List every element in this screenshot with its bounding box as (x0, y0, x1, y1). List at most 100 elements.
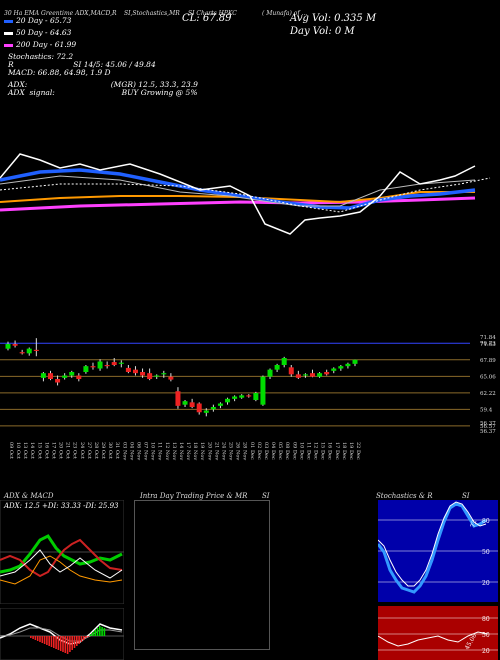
candle-body (161, 373, 167, 375)
ma-dotted-line (0, 177, 491, 213)
candle-body (111, 362, 117, 365)
candle-body (331, 368, 337, 371)
candle-body (97, 361, 103, 369)
date-axis-label: 23 Oct (72, 442, 78, 459)
macd-histogram-bar (101, 627, 103, 636)
candle-body (345, 363, 351, 367)
macd-histogram-bar (71, 636, 73, 650)
macd-histogram-bar (103, 628, 106, 636)
candle-body (62, 375, 68, 378)
date-axis: 09 Oct 10 Oct 13 Oct 14 Oct 15 Oct 16 Oct 17 O… (8, 442, 361, 460)
intraday-panel-si: SI (262, 492, 270, 500)
macd-histogram-bar (82, 636, 85, 640)
candle-body (217, 403, 223, 406)
date-axis-label: 30 Oct (107, 442, 113, 459)
date-axis-label: 19 Nov (199, 442, 205, 460)
macd-histogram-bar (48, 636, 50, 646)
macd-histogram-bar (36, 636, 39, 641)
date-axis-label: 08 Dec (284, 442, 290, 460)
stoch-panel-title: Stochastics & R (376, 492, 433, 500)
date-axis-label: 10 Dec (298, 442, 304, 460)
price-axis-label: 56.57 (480, 424, 496, 430)
rsi-readout: R SI 14/5: 45.06 / 49.84 (8, 60, 156, 69)
rsi-axis-80: 80 (482, 616, 490, 623)
adx-readout: ADX: (MGR) 12.5, 33.3, 23.9 (8, 80, 198, 89)
macd-histogram-bar (34, 636, 37, 640)
macd-histogram-bar (96, 628, 99, 636)
intraday-panel-title: Intra Day Trading Price & MR (140, 492, 248, 500)
candle-body (132, 369, 138, 374)
candle-body (26, 348, 32, 354)
macd-histogram-bar (32, 636, 34, 639)
legend-20-swatch (4, 19, 13, 23)
macd-histogram-bar (41, 636, 44, 643)
candle-body (225, 398, 231, 403)
date-axis-label: 16 Oct (43, 442, 49, 459)
candle-body (196, 403, 202, 413)
macd-histogram-bar (57, 636, 60, 650)
candle-body (182, 401, 188, 405)
legend-20-label: 20 Day - 65.73 (16, 16, 72, 25)
macd-histogram-bar (85, 636, 87, 638)
legend-20-day: 20 Day - 65.73 (4, 16, 71, 25)
rsi-axis-20: 20 (482, 648, 490, 655)
date-axis-label: 01 Dec (249, 442, 255, 460)
date-axis-label: 17 Dec (334, 442, 340, 460)
adx-signal-readout: ADX signal: BUY Growing @ 5% (8, 88, 198, 97)
candle-body (47, 373, 53, 379)
ma-short-line (0, 175, 476, 207)
legend-50-swatch (4, 31, 13, 35)
macd-histogram-bar (46, 636, 48, 645)
candle-body (104, 365, 110, 367)
candle-body (317, 373, 323, 377)
adx-values-text: ADX: 12.5 +DI: 33.33 -DI: 25.93 (4, 502, 119, 510)
date-axis-label: 14 Nov (178, 442, 184, 460)
date-axis-label: 18 Nov (192, 442, 198, 460)
legend-200-swatch (4, 43, 13, 47)
date-axis-label: 04 Nov (128, 442, 134, 460)
date-axis-label: 21 Nov (213, 442, 219, 460)
stoch-k-line (378, 502, 487, 594)
candle-body (281, 358, 287, 365)
candle-body (352, 359, 358, 364)
candle-body (203, 410, 209, 413)
candle-body (310, 373, 316, 377)
rsi-panel: 80 50 20 45.06 (378, 606, 498, 660)
macd-histogram-bar (39, 636, 41, 642)
date-axis-label: 11 Dec (305, 442, 311, 460)
date-axis-label: 16 Dec (327, 442, 333, 460)
macd-histogram-bar (64, 636, 67, 653)
ma-20-line (0, 168, 476, 210)
date-axis-label: 09 Oct (8, 442, 14, 459)
macd-histogram-bar (73, 636, 76, 648)
candle-body (76, 375, 82, 379)
close-price-label: CL: 67.89 (182, 13, 232, 24)
macd-histogram-bar (92, 632, 94, 636)
date-axis-label: 14 Oct (29, 442, 35, 459)
rsi-line (378, 631, 489, 647)
price-axis-label: 65.06 (480, 374, 496, 380)
price-axis-label: 56.37 (480, 429, 496, 435)
date-axis-label: 03 Dec (263, 442, 269, 460)
macd-histogram-bar (87, 636, 90, 637)
date-axis-label: 25 Nov (228, 442, 234, 460)
candle-body (33, 349, 39, 351)
candle-body (154, 375, 160, 377)
intraday-panel (134, 500, 270, 650)
adx-panel-title: ADX & MACD (4, 492, 54, 500)
price-axis-label: 67.89 (480, 358, 496, 364)
candle-body (302, 374, 308, 376)
candle-body (239, 395, 245, 398)
legend-200-label: 200 Day - 61.99 (16, 40, 77, 49)
date-axis-label: 13 Nov (171, 442, 177, 460)
date-axis-label: 12 Nov (164, 442, 170, 460)
candle-body (12, 344, 18, 346)
price-axis-label: 70.73 (480, 341, 496, 347)
candle-body (324, 372, 330, 375)
macd-histogram-bar (69, 636, 71, 652)
candle-body (338, 366, 344, 369)
adx-panel (0, 500, 124, 604)
price-axis-label: 62.22 (480, 391, 496, 397)
date-axis-label: 10 Oct (15, 442, 21, 459)
